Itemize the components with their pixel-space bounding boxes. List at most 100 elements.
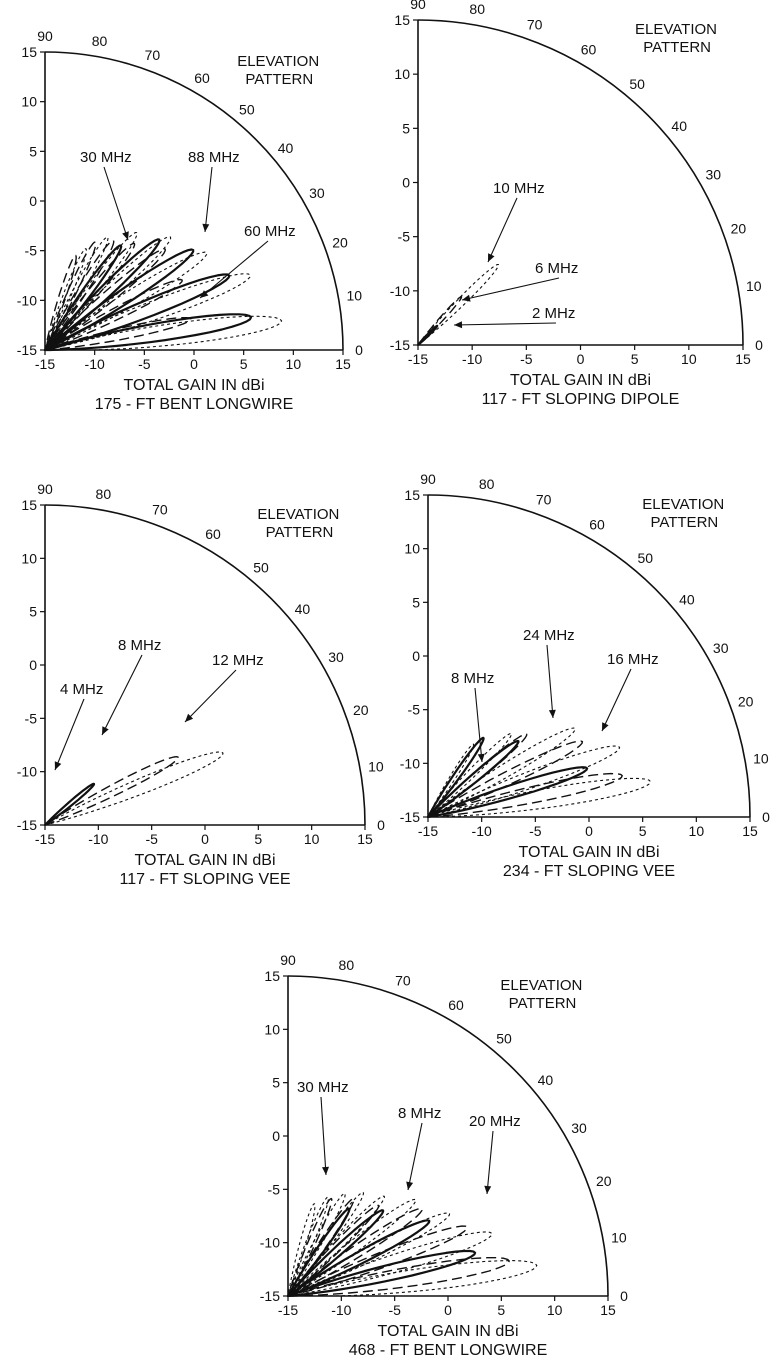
leader-line-8-mhz: [474, 687, 483, 763]
antenna-caption: 117 - FT SLOPING DIPOLE: [482, 391, 680, 408]
x-tick-label: 0: [577, 351, 585, 367]
x-tick-label: 0: [444, 1302, 452, 1318]
x-tick-label: -5: [529, 823, 542, 839]
lobe-88-mhz: [44, 232, 138, 351]
lobe-88-mhz: [44, 273, 251, 351]
elevation-angle-label: 20: [332, 235, 348, 251]
chart-panel-3: -15-15-10-10-5-5005510101515010203040506…: [17, 481, 385, 888]
panel-header-line-1: ELEVATION: [500, 977, 582, 994]
elevation-angle-label: 50: [629, 76, 645, 92]
arrowhead-icon: [202, 223, 210, 232]
x-tick-label: -15: [418, 823, 438, 839]
elevation-angle-label: 40: [538, 1072, 554, 1088]
elevation-arc: [287, 975, 609, 1297]
leader-line-6-mhz: [461, 277, 560, 301]
leader-line-12-mhz: [184, 669, 237, 723]
elevation-angle-label: 20: [738, 693, 754, 709]
chart-panel-5: -15-15-10-10-5-5005510101515010203040506…: [260, 952, 628, 1359]
elevation-angle-label: 80: [469, 1, 485, 17]
arrowhead-icon: [122, 231, 129, 240]
y-tick-label: -15: [400, 809, 420, 825]
arrowhead-icon: [488, 253, 495, 262]
leader-line-88-mhz: [204, 166, 213, 233]
arrowhead-icon: [406, 1181, 414, 1190]
leader-line-8-mhz: [101, 654, 143, 736]
elevation-angle-label: 10: [611, 1230, 627, 1246]
lobe-24-mhz: [427, 777, 652, 818]
elevation-angle-label: 0: [355, 342, 363, 358]
antenna-caption: 468 - FT BENT LONGWIRE: [349, 1342, 548, 1359]
elevation-angle-label: 40: [679, 592, 695, 608]
leader-line-30-mhz: [320, 1096, 327, 1176]
elevation-angle-label: 30: [571, 1120, 587, 1136]
label-30-mhz: 30 MHz: [297, 1079, 349, 1096]
label-6-mhz: 6 MHz: [535, 260, 578, 277]
elevation-arc: [417, 19, 744, 346]
lobe-24-mhz: [427, 743, 475, 818]
elevation-arc: [44, 51, 344, 351]
elevation-angle-label: 40: [295, 601, 311, 617]
panel-header-line-2: PATTERN: [266, 524, 334, 541]
panel-header-line-1: ELEVATION: [257, 506, 339, 523]
x-axis-label: TOTAL GAIN IN dBi: [123, 377, 264, 394]
y-tick-label: 0: [402, 175, 410, 191]
lobe-4-mhz: [43, 782, 96, 827]
x-tick-label: -5: [138, 356, 151, 372]
y-tick-label: -5: [25, 710, 38, 726]
elevation-angle-label: 70: [527, 17, 543, 33]
arrowhead-icon: [54, 761, 62, 770]
arrowhead-icon: [548, 709, 556, 718]
elevation-angle-label: 10: [746, 278, 762, 294]
y-tick-label: 10: [264, 1021, 280, 1037]
x-tick-label: -10: [331, 1302, 351, 1318]
x-tick-label: 5: [631, 351, 639, 367]
label-10-mhz: 10 MHz: [493, 180, 545, 197]
x-tick-label: 5: [497, 1302, 505, 1318]
x-tick-label: -15: [35, 356, 55, 372]
leader-line-2-mhz: [453, 322, 557, 326]
x-tick-label: 5: [639, 823, 647, 839]
elevation-angle-label: 0: [755, 337, 763, 353]
lobe-30-mhz: [287, 1203, 316, 1297]
elevation-angle-label: 90: [37, 481, 53, 497]
elevation-angle-label: 30: [328, 649, 344, 665]
x-axis-label: TOTAL GAIN IN dBi: [377, 1323, 518, 1340]
lobe-30-mhz: [287, 1196, 329, 1297]
x-tick-label: 5: [254, 831, 262, 847]
elevation-angle-label: 10: [368, 759, 384, 775]
elevation-angle-label: 90: [410, 0, 426, 12]
elevation-angle-label: 40: [671, 118, 687, 134]
chart-panel-2: -15-15-10-10-5-5005510101515010203040506…: [390, 0, 763, 408]
lobe-16-mhz: [427, 737, 485, 818]
y-tick-label: 0: [29, 657, 37, 673]
elevation-angle-label: 60: [581, 42, 597, 58]
lobe-30-mhz: [44, 242, 136, 351]
x-tick-label: 10: [547, 1302, 563, 1318]
label-2-mhz: 2 MHz: [532, 305, 575, 322]
y-tick-label: 5: [272, 1075, 280, 1091]
leader-line-10-mhz: [487, 197, 518, 263]
elevation-angle-label: 90: [420, 471, 436, 487]
leader-line-30-mhz: [103, 166, 129, 241]
x-tick-label: -15: [408, 351, 428, 367]
x-tick-label: -5: [520, 351, 533, 367]
x-axis-label: TOTAL GAIN IN dBi: [134, 852, 275, 869]
y-tick-label: -5: [25, 243, 38, 259]
elevation-angle-label: 90: [280, 952, 296, 968]
y-tick-label: 0: [29, 193, 37, 209]
elevation-angle-label: 70: [536, 491, 552, 507]
y-tick-label: -10: [260, 1235, 280, 1251]
elevation-angle-label: 10: [753, 750, 769, 766]
lobe-60-mhz: [43, 248, 195, 352]
y-tick-label: 15: [21, 497, 37, 513]
panel-header-line-2: PATTERN: [509, 995, 577, 1012]
lobe-8-mhz: [286, 1249, 477, 1298]
elevation-angle-label: 80: [479, 476, 495, 492]
lobe-20-mhz: [287, 1197, 333, 1297]
elevation-angle-label: 50: [496, 1031, 512, 1047]
label-60-mhz: 60 MHz: [244, 223, 296, 240]
x-tick-label: 5: [240, 356, 248, 372]
y-tick-label: 15: [404, 487, 420, 503]
elevation-angle-label: 50: [239, 101, 255, 117]
